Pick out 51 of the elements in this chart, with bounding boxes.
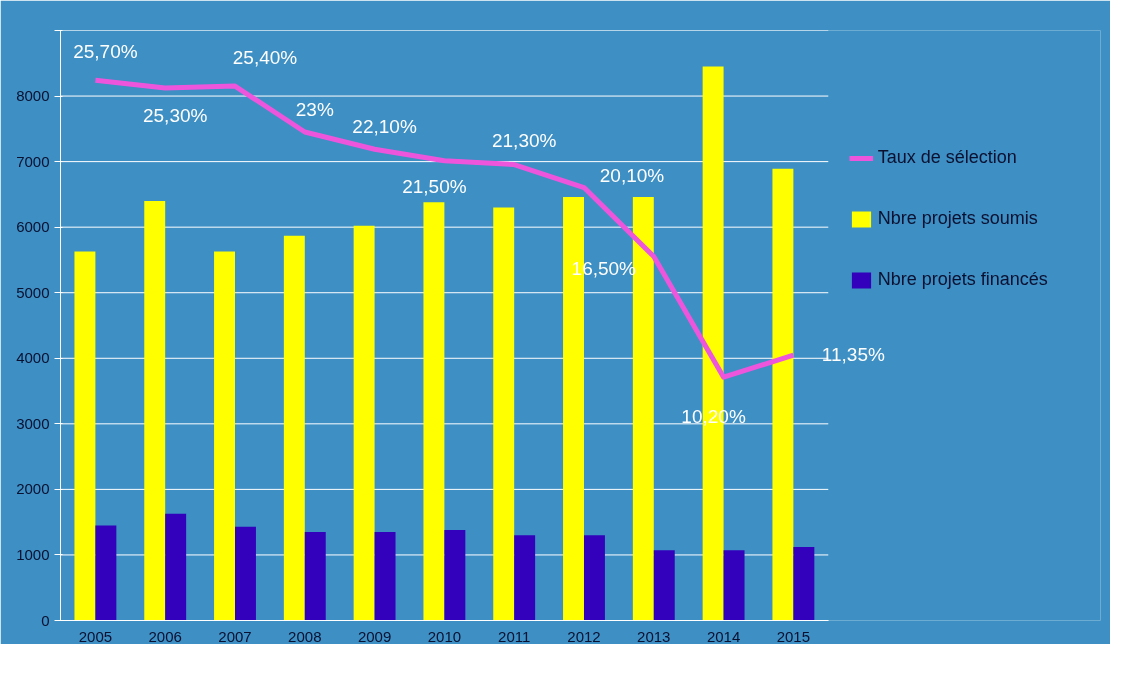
bar bbox=[583, 535, 605, 621]
data-label: 20,10% bbox=[599, 164, 665, 186]
y-tick-label: 4000 bbox=[16, 349, 50, 367]
data-label: 23% bbox=[295, 99, 334, 121]
x-tick-label: 2008 bbox=[288, 627, 322, 645]
bar bbox=[74, 251, 96, 621]
legend-label: Nbre projets financés bbox=[877, 269, 1048, 290]
y-tick-label: 0 bbox=[41, 611, 50, 629]
x-tick-label: 2015 bbox=[776, 627, 811, 645]
bar bbox=[165, 513, 187, 621]
data-label: 22,10% bbox=[352, 116, 417, 138]
bar bbox=[144, 200, 166, 621]
bar bbox=[793, 547, 815, 621]
x-tick-label: 2005 bbox=[78, 627, 113, 645]
bar bbox=[304, 532, 326, 621]
data-label: 11,35% bbox=[821, 344, 886, 366]
data-label: 25,40% bbox=[232, 47, 298, 69]
y-tick-label: 8000 bbox=[16, 87, 50, 105]
x-tick-label: 2013 bbox=[637, 627, 671, 645]
bar bbox=[514, 535, 536, 621]
data-label: 25,30% bbox=[142, 104, 208, 126]
y-tick-label: 2000 bbox=[16, 480, 50, 498]
legend-label: Nbre projets soumis bbox=[877, 208, 1038, 229]
bar bbox=[423, 202, 445, 621]
y-tick-label: 1000 bbox=[16, 545, 50, 563]
x-tick-label: 2007 bbox=[218, 627, 252, 645]
y-tick-label: 6000 bbox=[16, 218, 50, 236]
x-tick-label: 2014 bbox=[706, 627, 741, 645]
data-label: 25,70% bbox=[73, 41, 138, 63]
bar bbox=[214, 251, 235, 621]
bar bbox=[353, 225, 375, 621]
data-label: 21,30% bbox=[491, 129, 557, 151]
y-tick-label: 3000 bbox=[16, 414, 50, 432]
bar bbox=[653, 550, 675, 621]
legend-label: Taux de sélection bbox=[877, 147, 1017, 168]
bar bbox=[283, 235, 305, 621]
bar bbox=[723, 550, 745, 621]
y-tick-label: 7000 bbox=[16, 152, 50, 170]
bar bbox=[374, 532, 396, 621]
bar bbox=[493, 207, 515, 621]
bar bbox=[95, 525, 117, 621]
x-tick-label: 2012 bbox=[567, 627, 601, 645]
x-tick-label: 2006 bbox=[148, 627, 182, 645]
data-label: 21,50% bbox=[402, 175, 467, 197]
bar bbox=[444, 530, 466, 621]
x-tick-label: 2010 bbox=[427, 627, 462, 645]
x-tick-label: 2011 bbox=[498, 627, 531, 645]
bar bbox=[772, 168, 794, 621]
y-tick-label: 5000 bbox=[16, 283, 50, 301]
bar bbox=[235, 526, 256, 621]
x-tick-label: 2009 bbox=[357, 627, 392, 645]
